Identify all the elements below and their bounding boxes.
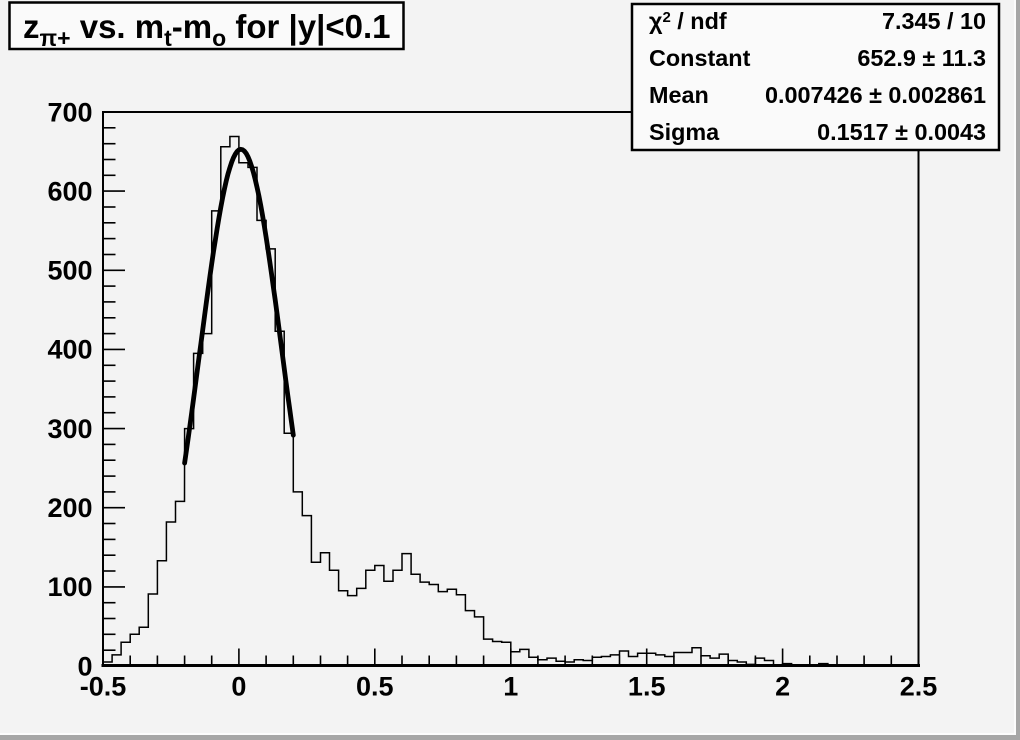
svg-text:100: 100: [47, 572, 92, 602]
svg-text:0.5: 0.5: [356, 672, 394, 702]
svg-text:7.345 / 10: 7.345 / 10: [882, 8, 986, 34]
svg-text:χ2 / ndf: χ2 / ndf: [649, 8, 727, 34]
svg-text:200: 200: [47, 493, 92, 523]
svg-text:0.1517 ± 0.0043: 0.1517 ± 0.0043: [817, 119, 986, 145]
svg-text:400: 400: [47, 335, 92, 365]
svg-text:-0.5: -0.5: [80, 672, 127, 702]
svg-text:2: 2: [775, 672, 790, 702]
svg-text:Constant: Constant: [649, 45, 751, 71]
svg-text:700: 700: [47, 97, 92, 127]
svg-text:0: 0: [77, 651, 92, 681]
svg-text:1: 1: [503, 672, 518, 702]
svg-text:500: 500: [47, 256, 92, 286]
svg-text:2.5: 2.5: [900, 672, 938, 702]
svg-text:Sigma: Sigma: [649, 119, 720, 145]
svg-text:300: 300: [47, 414, 92, 444]
svg-text:652.9 ± 11.3: 652.9 ± 11.3: [857, 45, 986, 71]
svg-text:Mean: Mean: [649, 82, 709, 108]
svg-text:0: 0: [231, 672, 246, 702]
svg-text:zπ+ vs. mt-mo for |y|<0.1: zπ+ vs. mt-mo for |y|<0.1: [23, 8, 390, 51]
svg-text:600: 600: [47, 176, 92, 206]
svg-text:0.007426 ± 0.002861: 0.007426 ± 0.002861: [765, 82, 986, 108]
svg-text:1.5: 1.5: [628, 672, 666, 702]
